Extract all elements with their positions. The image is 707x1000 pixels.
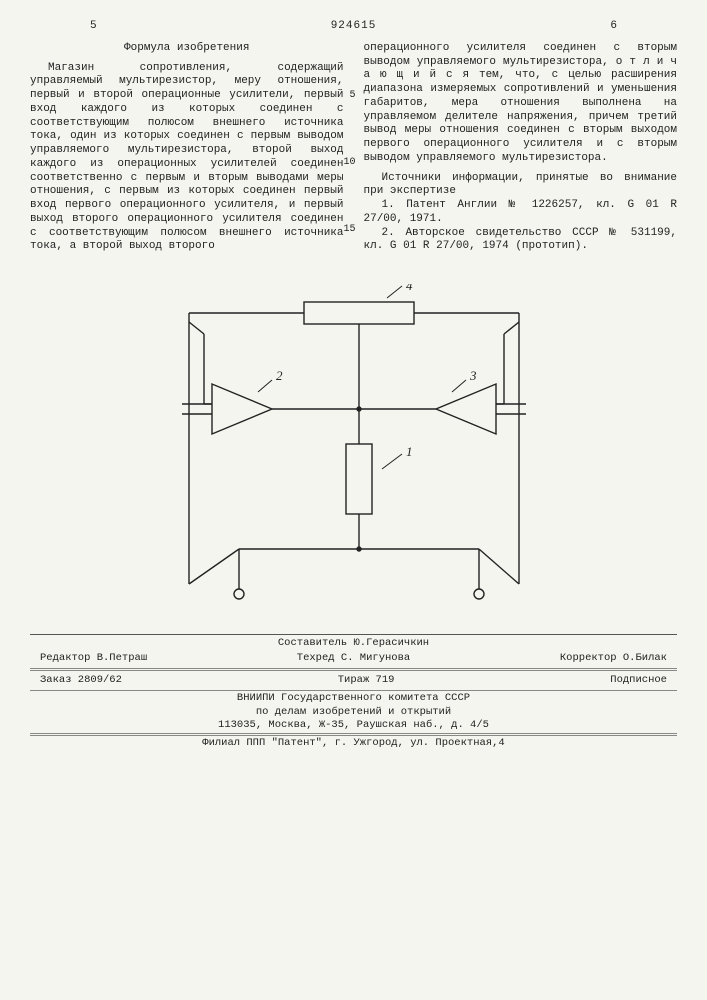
line-marker-15: 15 xyxy=(343,224,355,237)
tirazh: Тираж 719 xyxy=(338,674,395,687)
filial-line: Филиал ППП "Патент", г. Ужгород, ул. Про… xyxy=(30,737,677,750)
text-columns: Формула изобретения Магазин сопротивлени… xyxy=(30,42,677,254)
order-row: Заказ 2809/62 Тираж 719 Подписное xyxy=(30,672,677,689)
right-body-rest: тем, что, с целью расширения диапазона и… xyxy=(364,69,678,164)
source-1: 1. Патент Англии № 1226257, кл. G 01 R 2… xyxy=(364,199,678,227)
address-line: 113035, Москва, Ж-35, Раушская наб., д. … xyxy=(30,719,677,732)
page-number-right: 6 xyxy=(610,20,617,34)
label-1: 1 xyxy=(406,444,413,459)
org-line-2: по делам изобретений и открытий xyxy=(30,706,677,719)
line-marker-5: 5 xyxy=(349,90,355,103)
right-body: операционного усилителя соединен с вторы… xyxy=(364,42,678,166)
footer-block: Составитель Ю.Герасичкин Редактор В.Петр… xyxy=(30,634,677,750)
podpisnoe: Подписное xyxy=(610,674,667,687)
right-column: операционного усилителя соединен с вторы… xyxy=(364,42,678,254)
source-2: 2. Авторское свидетельство СССР № 531199… xyxy=(364,227,678,255)
sources-title: Источники информации, принятые во вниман… xyxy=(364,172,678,200)
tech-editor: Техред С. Мигунова xyxy=(297,652,410,665)
order-number: Заказ 2809/62 xyxy=(40,674,122,687)
compiler-line: Составитель Ю.Герасичкин xyxy=(30,637,677,650)
document-number: 924615 xyxy=(331,20,377,34)
formula-title: Формула изобретения xyxy=(30,42,344,56)
left-column: Формула изобретения Магазин сопротивлени… xyxy=(30,42,344,254)
credits-row: Редактор В.Петраш Техред С. Мигунова Кор… xyxy=(30,650,677,667)
diagram-svg: 4 2 3 1 xyxy=(144,284,564,614)
corrector: Корректор О.Билак xyxy=(560,652,667,665)
line-marker-10: 10 xyxy=(343,157,355,170)
label-3: 3 xyxy=(469,368,477,383)
label-4: 4 xyxy=(406,284,413,293)
left-body: Магазин сопротивления, содержащий управл… xyxy=(30,62,344,255)
header-row: 5 924615 6 xyxy=(30,20,677,34)
editor: Редактор В.Петраш xyxy=(40,652,147,665)
org-line-1: ВНИИПИ Государственного комитета СССР xyxy=(30,692,677,705)
label-2: 2 xyxy=(276,368,283,383)
circuit-diagram: 4 2 3 1 xyxy=(30,284,677,614)
page-number-left: 5 xyxy=(90,20,97,34)
